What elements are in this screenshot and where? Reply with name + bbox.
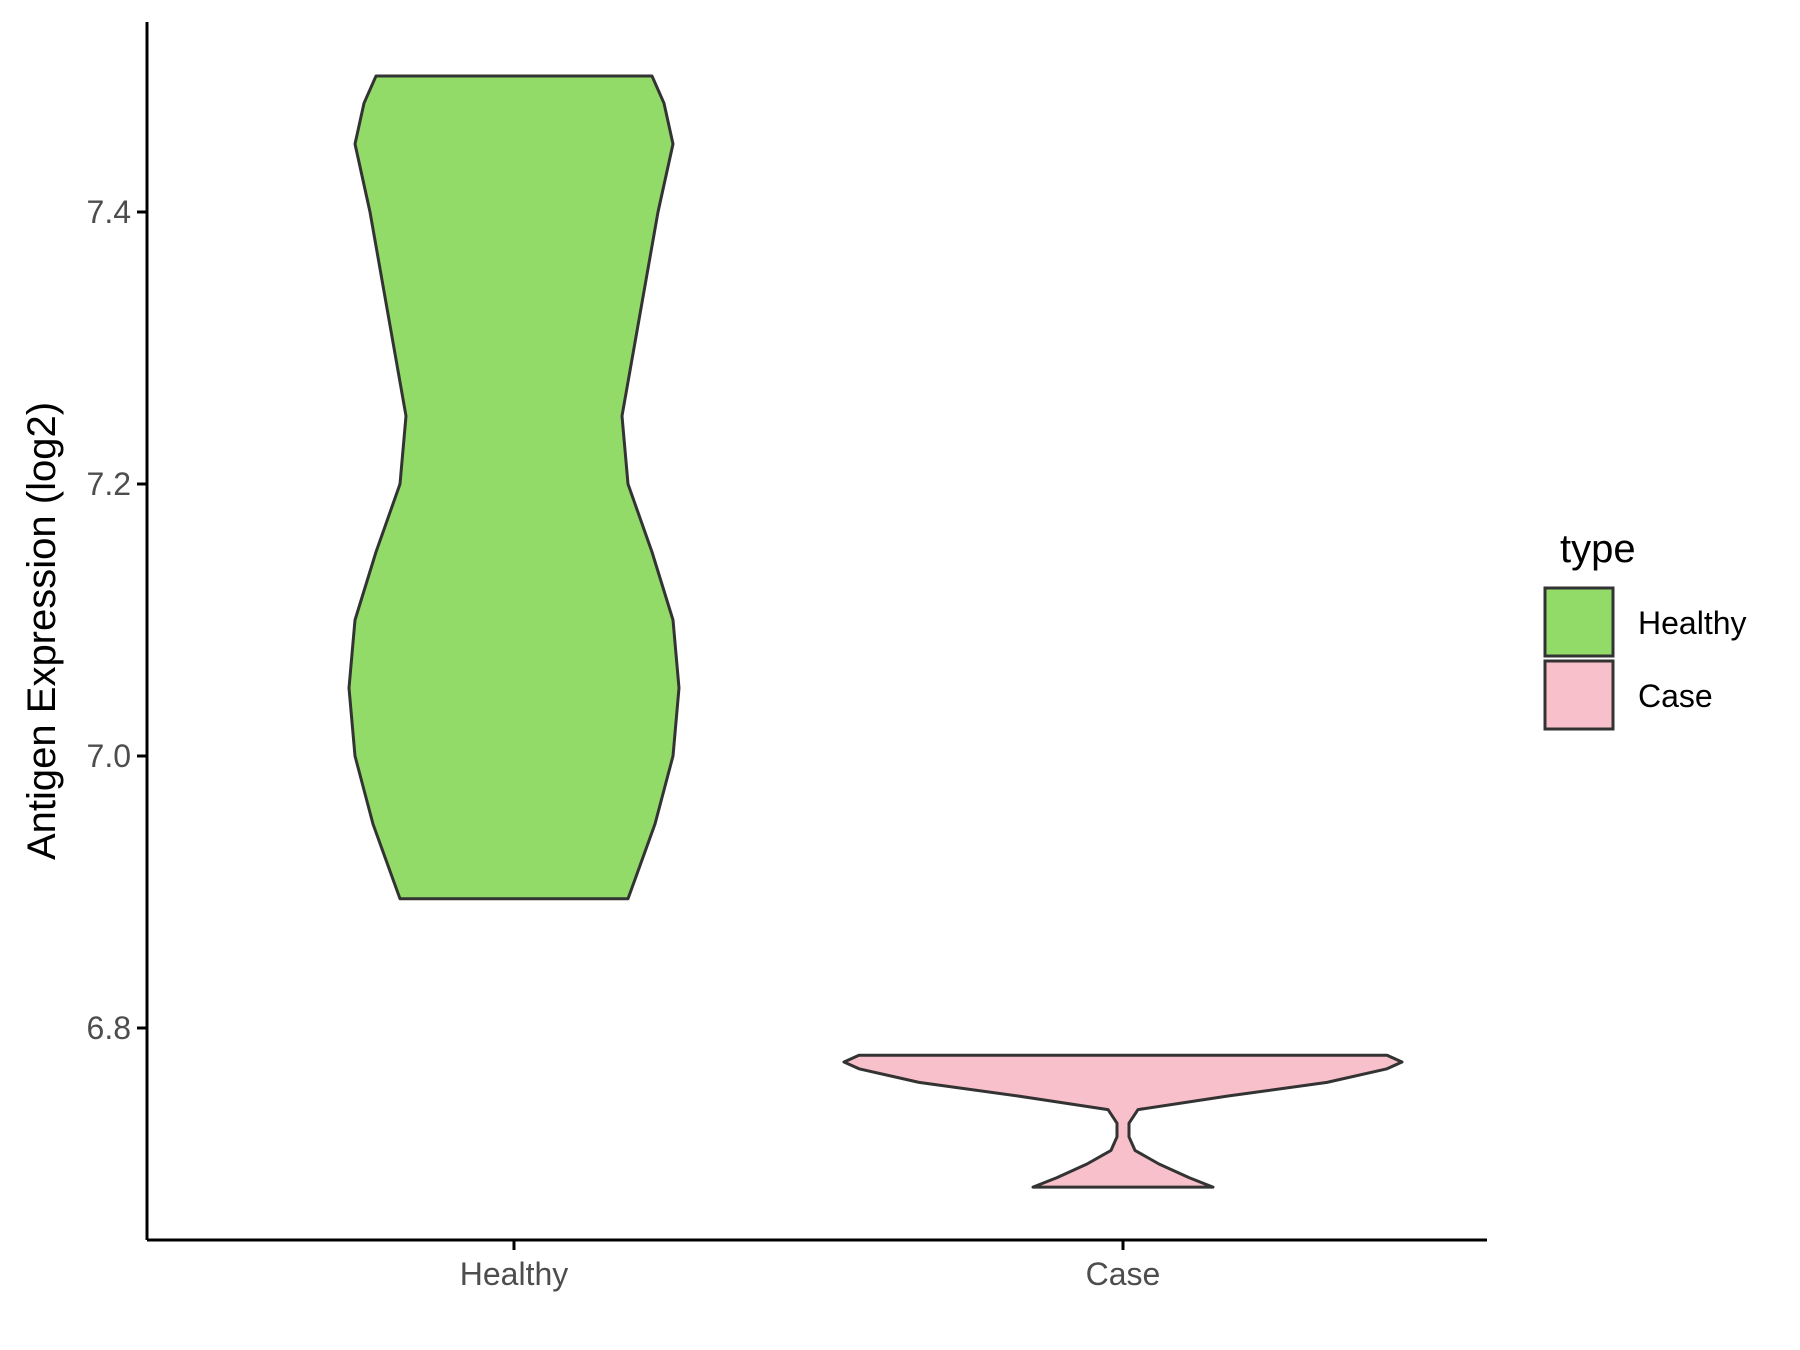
legend-label-healthy: Healthy [1638, 605, 1747, 641]
y-tick-label: 7.2 [87, 466, 131, 502]
legend-title: type [1560, 527, 1636, 571]
x-tick-label: Case [1086, 1256, 1161, 1292]
y-ticks: 6.8 7.0 7.2 7.4 [87, 194, 147, 1046]
y-tick-label: 7.0 [87, 738, 131, 774]
legend: type Healthy Case [1543, 527, 1747, 731]
legend-label-case: Case [1638, 678, 1713, 714]
x-tick-label: Healthy [460, 1256, 569, 1292]
legend-key-healthy [1543, 586, 1615, 658]
legend-key-case [1543, 659, 1615, 731]
violin-case [842, 1053, 1404, 1189]
violin-layer [347, 74, 1404, 1189]
x-ticks: Healthy Case [460, 1240, 1161, 1292]
violin-healthy [347, 74, 681, 901]
y-axis-title: Antigen Expression (log2) [20, 402, 64, 860]
y-tick-label: 7.4 [87, 194, 131, 230]
y-tick-label: 6.8 [87, 1010, 131, 1046]
